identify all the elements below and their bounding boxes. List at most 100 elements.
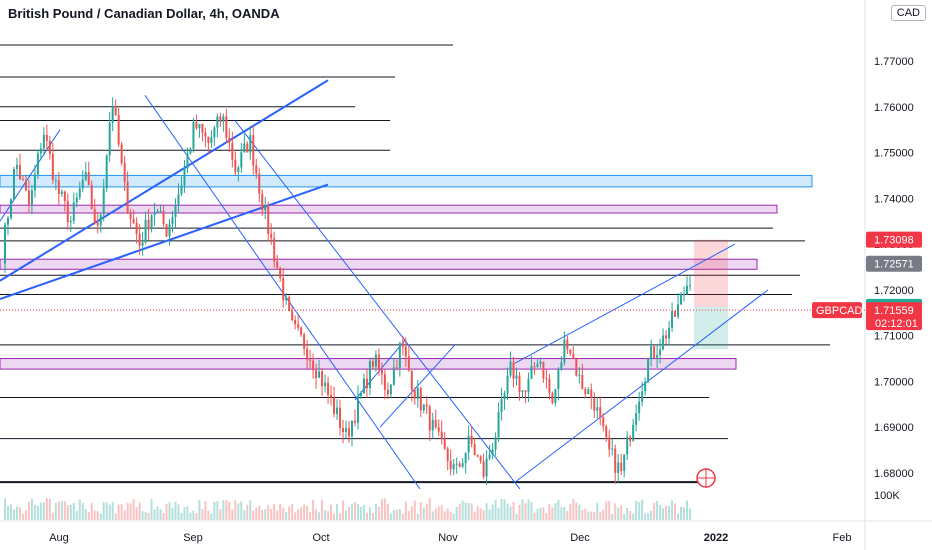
candle-body bbox=[353, 420, 356, 423]
volume-bar bbox=[300, 507, 303, 520]
candle-body bbox=[234, 159, 237, 172]
volume-bar bbox=[195, 513, 198, 520]
y-tick-label: 1.74000 bbox=[874, 193, 914, 205]
volume-bar bbox=[339, 513, 342, 520]
volume-bar bbox=[186, 506, 189, 520]
candle-body bbox=[318, 371, 321, 378]
candle-body bbox=[87, 172, 90, 186]
volume-bar bbox=[605, 501, 608, 520]
volume-bar bbox=[144, 511, 147, 520]
volume-bar bbox=[66, 505, 69, 520]
candle-body bbox=[345, 428, 347, 433]
candle-body bbox=[279, 267, 282, 279]
volume-bar bbox=[482, 510, 485, 520]
volume-bar bbox=[626, 507, 629, 520]
candle-body bbox=[258, 173, 261, 194]
y-tick-label: 1.76000 bbox=[874, 102, 914, 114]
volume-bar bbox=[153, 509, 156, 520]
x-tick-label: Aug bbox=[49, 532, 69, 544]
candle-body bbox=[105, 155, 108, 189]
y-tick-label: 1.72000 bbox=[874, 285, 914, 297]
candle-body bbox=[410, 370, 413, 391]
channel-line-upper-1 bbox=[0, 79, 329, 282]
volume-bar bbox=[635, 501, 638, 520]
volume-bar bbox=[231, 509, 234, 520]
candle-body bbox=[623, 454, 626, 471]
candle-body bbox=[356, 396, 359, 423]
candle-body bbox=[368, 361, 371, 389]
candle-body bbox=[548, 379, 551, 393]
candle-body bbox=[165, 224, 168, 237]
candle-body bbox=[425, 404, 428, 407]
volume-bar bbox=[147, 513, 150, 520]
candle-body bbox=[611, 448, 614, 450]
volume-bar bbox=[596, 502, 599, 520]
volume-bar bbox=[81, 503, 84, 520]
candle-body bbox=[488, 454, 491, 459]
volume-bar bbox=[524, 503, 527, 520]
x-tick-label: 2022 bbox=[704, 532, 728, 544]
volume-bar bbox=[318, 512, 321, 520]
candle-body bbox=[602, 417, 605, 427]
volume-bar bbox=[437, 506, 440, 520]
volume-bar bbox=[494, 499, 497, 520]
candle-body bbox=[392, 367, 395, 385]
candle-body bbox=[336, 407, 339, 414]
volume-bar bbox=[473, 512, 476, 520]
candle-body bbox=[605, 426, 608, 438]
candle-body bbox=[189, 148, 192, 154]
volume-bar bbox=[659, 505, 662, 520]
volume-bar bbox=[330, 504, 333, 520]
candle-body bbox=[126, 181, 129, 214]
volume-bar bbox=[545, 513, 548, 520]
volume-bar bbox=[551, 507, 554, 520]
position-box-loss bbox=[694, 239, 728, 307]
candle-body bbox=[575, 358, 578, 376]
volume-bar bbox=[356, 504, 359, 520]
volume-bar bbox=[42, 502, 45, 520]
candle-body bbox=[99, 214, 102, 226]
candle-body bbox=[33, 174, 36, 191]
candle-body bbox=[584, 388, 587, 395]
candle-body bbox=[626, 436, 629, 455]
volume-bar bbox=[461, 500, 464, 520]
volume-bar bbox=[560, 507, 563, 520]
zone-3 bbox=[0, 258, 758, 270]
volume-bar bbox=[324, 510, 327, 520]
candle-body bbox=[120, 144, 123, 163]
volume-bar bbox=[488, 509, 491, 520]
volume-bar bbox=[530, 501, 533, 520]
candle-body bbox=[168, 224, 171, 237]
candle-body bbox=[503, 393, 506, 399]
volume-bar bbox=[446, 508, 449, 520]
x-tick-label: Sep bbox=[183, 532, 203, 544]
candle-body bbox=[15, 165, 18, 169]
candle-body bbox=[638, 401, 641, 414]
currency-selector[interactable]: CAD bbox=[890, 5, 926, 21]
volume-bar bbox=[102, 501, 105, 520]
candle-body bbox=[156, 211, 159, 213]
candle-body bbox=[288, 297, 291, 311]
volume-bar bbox=[276, 510, 279, 520]
candle-body bbox=[342, 427, 345, 433]
candle-body bbox=[383, 374, 386, 390]
candle-body bbox=[569, 349, 572, 354]
candle-body bbox=[90, 185, 93, 210]
volume-bar bbox=[416, 513, 419, 520]
candle-body bbox=[443, 439, 446, 449]
candle-body bbox=[539, 361, 542, 365]
candle-body bbox=[153, 212, 156, 216]
volume-bar bbox=[162, 513, 165, 520]
volume-bar bbox=[584, 508, 587, 520]
volume-bar bbox=[84, 509, 87, 520]
candle-body bbox=[437, 427, 440, 432]
volume-bar bbox=[470, 503, 473, 520]
candle-body bbox=[231, 142, 234, 160]
candle-body bbox=[452, 464, 455, 470]
volume-bar bbox=[336, 504, 339, 520]
candle-body bbox=[324, 382, 327, 387]
candle-body bbox=[327, 382, 330, 395]
candle-body bbox=[485, 458, 488, 477]
volume-bar bbox=[578, 504, 581, 520]
